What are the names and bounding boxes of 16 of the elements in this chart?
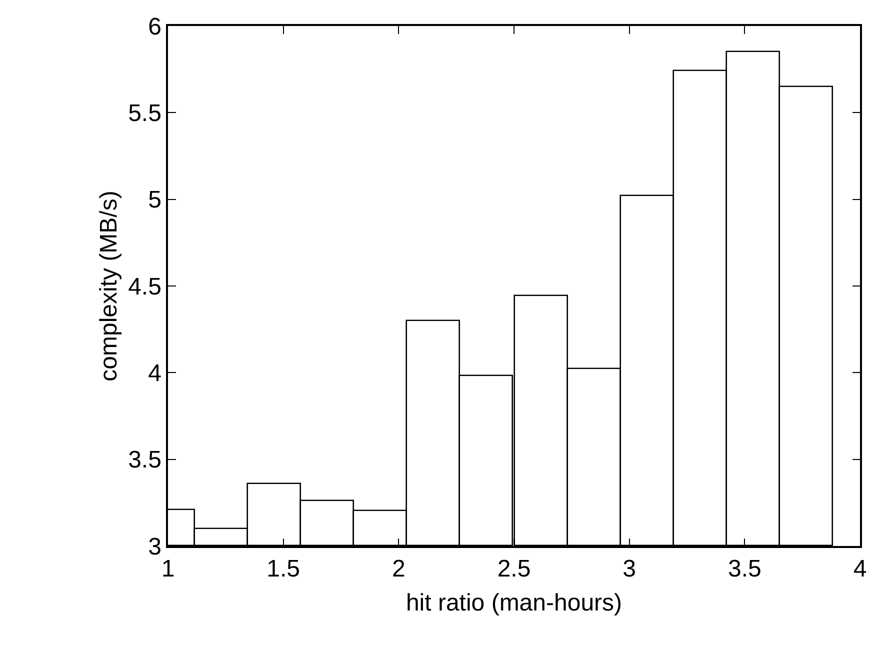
y-tick-label: 4 xyxy=(148,360,162,388)
x-tick-label: 4 xyxy=(853,556,867,583)
y-tick-label: 6 xyxy=(148,13,162,40)
x-tick-label: 1 xyxy=(161,556,175,583)
y-axis-title: complexity (MB/s) xyxy=(96,190,123,382)
x-tick-label: 3.5 xyxy=(728,556,762,583)
y-tick-label: 5 xyxy=(148,186,162,214)
y-tick-label: 3 xyxy=(148,533,162,560)
x-tick-label: 2.5 xyxy=(497,556,531,583)
x-tick-label: 2 xyxy=(392,556,406,583)
y-tick-label: 4.5 xyxy=(128,273,162,300)
y-tick-label: 3.5 xyxy=(128,446,162,474)
x-tick-label: 3 xyxy=(622,556,636,583)
x-axis-title: hit ratio (man-hours) xyxy=(406,589,622,616)
y-tick-label: 5.5 xyxy=(128,100,162,128)
x-tick-label: 1.5 xyxy=(266,556,300,583)
